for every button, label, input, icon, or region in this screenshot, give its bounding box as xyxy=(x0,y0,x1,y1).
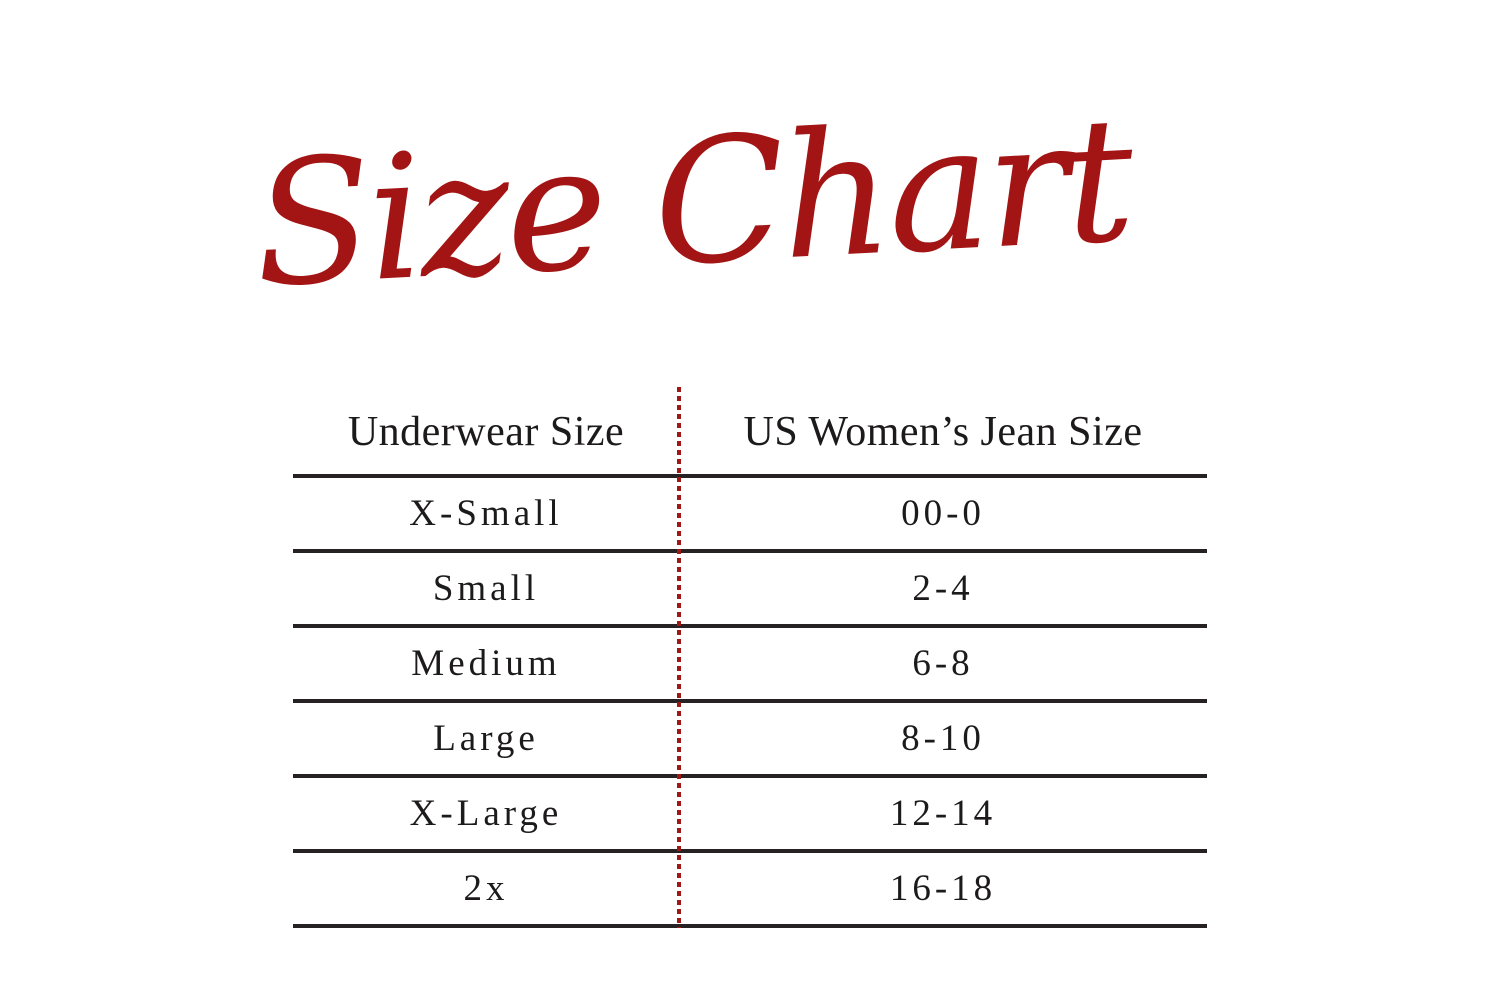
jean-size-cell: 6-8 xyxy=(912,643,974,684)
underwear-size-cell: Medium xyxy=(411,643,561,684)
underwear-size-cell: Small xyxy=(432,568,540,609)
column-divider-dotted-line xyxy=(677,387,681,928)
column-header-underwear-size: Underwear Size xyxy=(347,409,625,455)
table-body: X-Small 00-0 Small 2-4 Medium 6-8 Large 8-10 X-L… xyxy=(293,478,1207,928)
table-row: Medium 6-8 xyxy=(293,628,1207,703)
underwear-size-cell: X-Small xyxy=(409,493,563,534)
page-title: Size Chart xyxy=(249,79,1135,326)
jean-size-cell: 16-18 xyxy=(889,868,997,909)
table-row: Small 2-4 xyxy=(293,553,1207,628)
underwear-size-cell: X-Large xyxy=(409,793,563,834)
jean-size-cell: 8-10 xyxy=(901,718,985,759)
table-row: 2x 16-18 xyxy=(293,853,1207,928)
table-row: Large 8-10 xyxy=(293,703,1207,778)
size-table: Underwear Size US Women’s Jean Size X-Sm… xyxy=(293,387,1207,928)
jean-size-cell: 2-4 xyxy=(912,568,974,609)
underwear-size-cell: Large xyxy=(433,718,539,759)
underwear-size-cell: 2x xyxy=(463,868,509,909)
table-row: X-Small 00-0 xyxy=(293,478,1207,553)
table-header-row: Underwear Size US Women’s Jean Size xyxy=(293,390,1207,478)
jean-size-cell: 00-0 xyxy=(901,493,985,534)
column-header-jean-size: US Women’s Jean Size xyxy=(743,409,1143,455)
jean-size-cell: 12-14 xyxy=(889,793,997,834)
table-row: X-Large 12-14 xyxy=(293,778,1207,853)
